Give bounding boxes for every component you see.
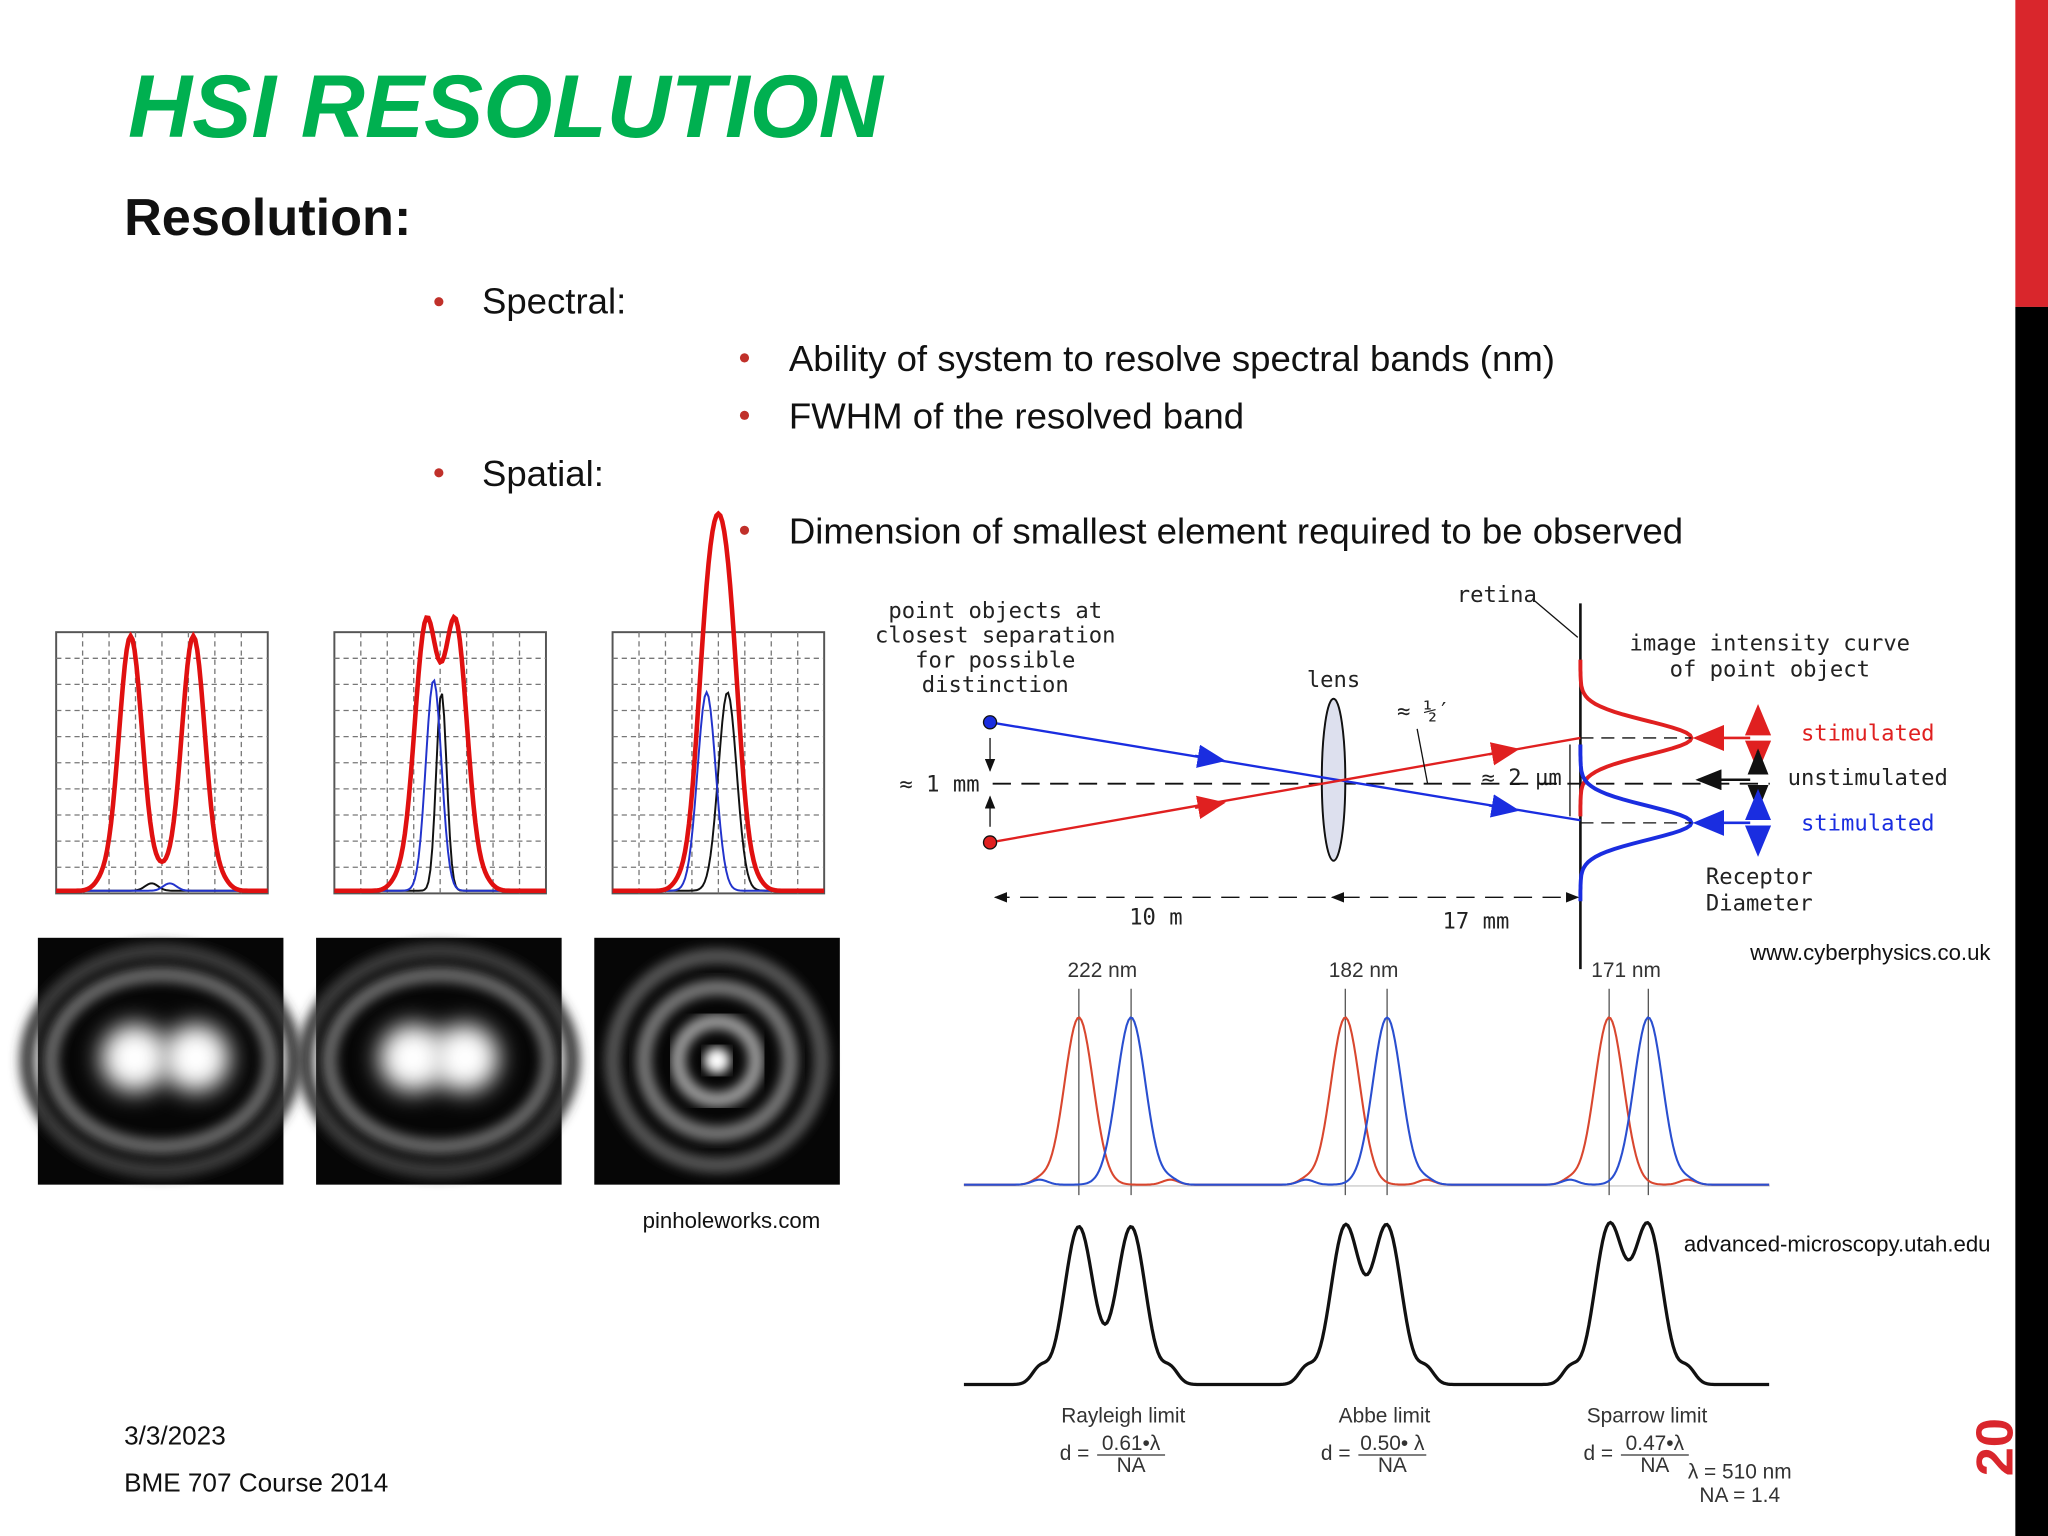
- bullet-list: Spectral: Ability of system to resolve s…: [434, 280, 1683, 551]
- ring: [321, 966, 557, 1155]
- criterion-name: Sparrow limit: [1587, 1404, 1708, 1427]
- bullet-text: Spectral:: [482, 280, 626, 321]
- curve: [963, 1220, 1770, 1387]
- ray-arrow: [1488, 742, 1520, 766]
- label: 10 m: [1129, 905, 1182, 931]
- label: ≈ 2 µm: [1482, 765, 1562, 791]
- credit: www.cyberphysics.co.uk: [1749, 940, 1991, 965]
- bullet: [739, 525, 750, 535]
- label: retina: [1457, 582, 1537, 608]
- credit: pinholeworks.com: [643, 1208, 821, 1233]
- bullet: [739, 410, 750, 420]
- spot: [100, 1024, 169, 1092]
- criterion-lhs: d =: [1321, 1442, 1351, 1465]
- separation-label: 171 nm: [1591, 959, 1661, 982]
- ring: [43, 966, 279, 1155]
- plot: [333, 613, 547, 895]
- airy-image: [297, 937, 580, 1185]
- spot: [431, 1024, 499, 1092]
- curve: [56, 631, 268, 894]
- footer-course: BME 707 Course 2014: [124, 1468, 388, 1498]
- label: of point object: [1670, 657, 1870, 683]
- ray: [989, 721, 1581, 822]
- bullet: [739, 353, 750, 363]
- slide-title: HSI RESOLUTION: [128, 57, 885, 156]
- point-object: [982, 835, 998, 850]
- separation-label: 182 nm: [1329, 959, 1399, 982]
- label: 17 mm: [1443, 909, 1510, 935]
- bullet-text: FWHM of the resolved band: [789, 395, 1244, 436]
- leader: [1534, 600, 1579, 638]
- label: image intensity curve: [1630, 630, 1911, 656]
- spot: [704, 1047, 731, 1074]
- point-object: [982, 715, 998, 730]
- ray: [989, 736, 1581, 844]
- label: for possible: [915, 647, 1075, 673]
- ring: [297, 943, 580, 1179]
- label: closest separation: [875, 623, 1115, 649]
- label: ≈ 1 mm: [899, 772, 979, 798]
- ray-arrow: [1194, 795, 1226, 819]
- criterion-lhs: d =: [1060, 1442, 1090, 1465]
- ring: [19, 943, 302, 1179]
- criterion-den: NA: [1378, 1454, 1407, 1477]
- airy-figure: [19, 510, 840, 1185]
- plot: [611, 510, 826, 895]
- ring: [636, 979, 799, 1142]
- eye-diagram: point objects at closest separation for …: [875, 582, 1948, 970]
- plot: [55, 631, 269, 895]
- aperture: NA = 1.4: [1699, 1484, 1780, 1507]
- curve: [612, 510, 825, 894]
- label: point objects at: [888, 598, 1102, 624]
- label: lens: [1307, 667, 1360, 693]
- ring: [670, 1013, 765, 1108]
- wavelength: λ = 510 nm: [1688, 1461, 1792, 1484]
- ring: [604, 948, 830, 1173]
- ray-arrow: [1488, 794, 1520, 818]
- criterion-num: 0.50• λ: [1360, 1432, 1425, 1455]
- credit: advanced-microscopy.utah.edu: [1684, 1231, 1991, 1256]
- airy-image: [594, 937, 840, 1185]
- bullet: [434, 297, 444, 307]
- ray-arrow: [1194, 744, 1226, 768]
- bullet-text: Dimension of smallest element required t…: [789, 510, 1683, 551]
- leader: [1416, 728, 1429, 784]
- separation-label: 222 nm: [1068, 959, 1138, 982]
- criterion-name: Rayleigh limit: [1061, 1404, 1185, 1427]
- criterion-name: Abbe limit: [1339, 1404, 1431, 1427]
- airy-image: [19, 937, 302, 1185]
- label: distinction: [922, 672, 1069, 698]
- curve: [334, 613, 546, 894]
- curve: [963, 1016, 1770, 1186]
- curve: [56, 882, 268, 892]
- criterion-den: NA: [1640, 1454, 1669, 1477]
- page-number: 20: [1967, 1418, 2025, 1476]
- bullet-text: Spatial:: [482, 453, 604, 494]
- subtitle: Resolution:: [124, 189, 411, 247]
- label: Receptor: [1706, 864, 1813, 890]
- criterion-lhs: d =: [1583, 1442, 1613, 1465]
- criterion-num: 0.47•λ: [1626, 1432, 1685, 1455]
- label: ≈ ½′: [1397, 698, 1450, 724]
- criterion-num: 0.61•λ: [1102, 1432, 1161, 1455]
- criterion-den: NA: [1117, 1454, 1146, 1477]
- bullet: [434, 468, 444, 478]
- spot: [378, 1024, 447, 1092]
- label: stimulated: [1801, 811, 1935, 837]
- spot: [161, 1024, 230, 1092]
- accent-bar: [2015, 306, 2048, 1536]
- bullet-text: Ability of system to resolve spectral ba…: [789, 338, 1555, 379]
- footer-date: 3/3/2023: [124, 1421, 226, 1451]
- label: Diameter: [1706, 890, 1813, 916]
- accent-bar: [2015, 0, 2048, 307]
- label: unstimulated: [1788, 765, 1948, 791]
- label: stimulated: [1801, 721, 1935, 747]
